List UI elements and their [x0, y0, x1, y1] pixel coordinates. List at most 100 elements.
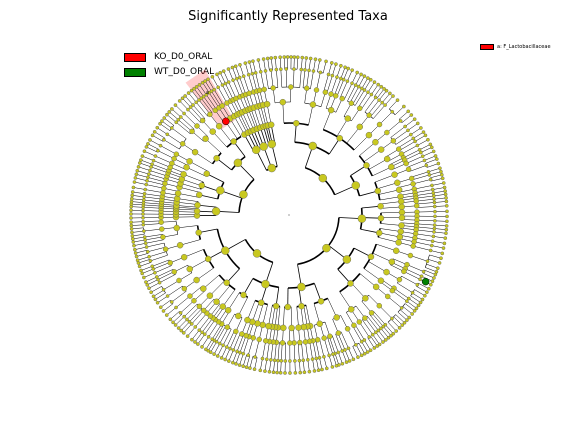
legend-item-ko: KO_D0_ORAL	[124, 51, 212, 63]
taxon-node	[264, 357, 269, 362]
taxon-node	[237, 363, 242, 367]
taxon-node	[380, 100, 385, 105]
branch-line	[371, 312, 384, 327]
branch-line	[276, 360, 279, 373]
branch-line	[182, 98, 191, 108]
branch-line	[210, 341, 217, 353]
taxon-node	[216, 85, 220, 90]
branch-line	[355, 344, 362, 356]
branch-line	[232, 67, 237, 79]
taxon-node	[433, 272, 438, 277]
taxon-node	[424, 163, 429, 168]
taxon-node	[133, 247, 137, 252]
taxon-node	[275, 370, 279, 375]
taxon-node	[256, 58, 261, 62]
branch-line	[139, 262, 152, 267]
branch-line	[378, 189, 400, 195]
taxon-node	[169, 300, 174, 304]
branch-line	[387, 322, 397, 332]
branch-line	[145, 276, 157, 283]
taxon-node	[376, 121, 383, 128]
taxon-node	[362, 315, 368, 321]
taxon-node	[180, 171, 187, 178]
branch-line	[257, 106, 264, 127]
branch-line	[312, 359, 315, 371]
taxon-node	[194, 123, 200, 129]
taxon-node	[243, 61, 248, 65]
branch-line	[184, 303, 198, 317]
branch-line	[419, 144, 431, 150]
branch-line	[163, 280, 180, 290]
taxon-node	[130, 190, 135, 194]
taxon-node	[141, 208, 145, 213]
branch-line	[397, 138, 414, 149]
taxon-node	[278, 370, 283, 375]
taxon-node	[433, 209, 437, 214]
taxon-node	[300, 55, 305, 60]
enriched-node-ko	[222, 117, 230, 126]
taxon-node	[427, 173, 432, 177]
taxon-legend-swatch	[480, 44, 494, 50]
taxon-node	[439, 256, 443, 261]
branch-line	[176, 211, 198, 213]
taxon-node	[197, 83, 202, 87]
taxon-node	[396, 233, 404, 241]
branch-line	[262, 304, 268, 325]
taxon-node	[198, 182, 206, 189]
branch-line	[146, 184, 164, 189]
branch-line	[239, 64, 244, 77]
branch-line	[135, 249, 148, 254]
branch-line	[327, 298, 337, 318]
branch-line	[415, 195, 434, 199]
enriched-node-wt	[421, 277, 430, 286]
branch-line	[203, 274, 220, 289]
branch-line	[273, 360, 275, 373]
taxon-node	[438, 166, 442, 171]
taxon-node	[418, 277, 422, 282]
branch-line	[266, 104, 272, 125]
branch-line	[378, 90, 387, 101]
branch-line	[205, 339, 213, 350]
taxon-node	[131, 240, 136, 244]
taxon-node	[356, 355, 360, 359]
taxon-node	[369, 92, 374, 97]
branch-line	[149, 251, 167, 258]
taxon-node	[414, 306, 419, 311]
branch-line	[374, 86, 382, 97]
taxon-node	[445, 214, 449, 219]
branch-line	[196, 102, 208, 117]
branch-line	[385, 324, 394, 334]
taxon-node	[213, 298, 220, 305]
taxon-node	[431, 234, 436, 239]
branch-line	[352, 346, 359, 358]
branch-line	[283, 306, 285, 328]
taxon-node	[444, 227, 449, 232]
taxon-node	[347, 280, 354, 287]
branch-line	[183, 113, 198, 127]
taxon-node	[309, 101, 317, 108]
taxon-node	[316, 320, 323, 327]
taxon-node	[132, 243, 136, 248]
branch-line	[176, 201, 198, 205]
taxon-node	[434, 157, 439, 161]
taxon-node	[311, 69, 316, 73]
taxon-node	[139, 158, 143, 162]
taxon-node	[433, 219, 437, 223]
branch-line	[132, 191, 145, 194]
branch-line	[301, 57, 303, 70]
branch-line	[199, 84, 207, 95]
taxon-node	[164, 313, 169, 317]
taxon-node	[441, 246, 446, 250]
taxon-node	[345, 79, 350, 83]
taxon-node	[425, 290, 429, 294]
taxon-node	[142, 229, 146, 233]
taxon-node	[388, 258, 396, 266]
taxon-node	[148, 259, 153, 263]
branch-line	[265, 70, 269, 89]
taxon-node	[389, 333, 393, 338]
branch-line	[181, 321, 190, 331]
branch-line	[293, 342, 296, 361]
branch-line	[175, 104, 185, 114]
taxon-node	[230, 138, 237, 145]
branch-line	[424, 269, 436, 275]
